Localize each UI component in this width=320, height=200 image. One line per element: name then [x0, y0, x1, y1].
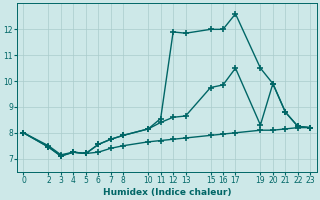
X-axis label: Humidex (Indice chaleur): Humidex (Indice chaleur)	[103, 188, 231, 197]
